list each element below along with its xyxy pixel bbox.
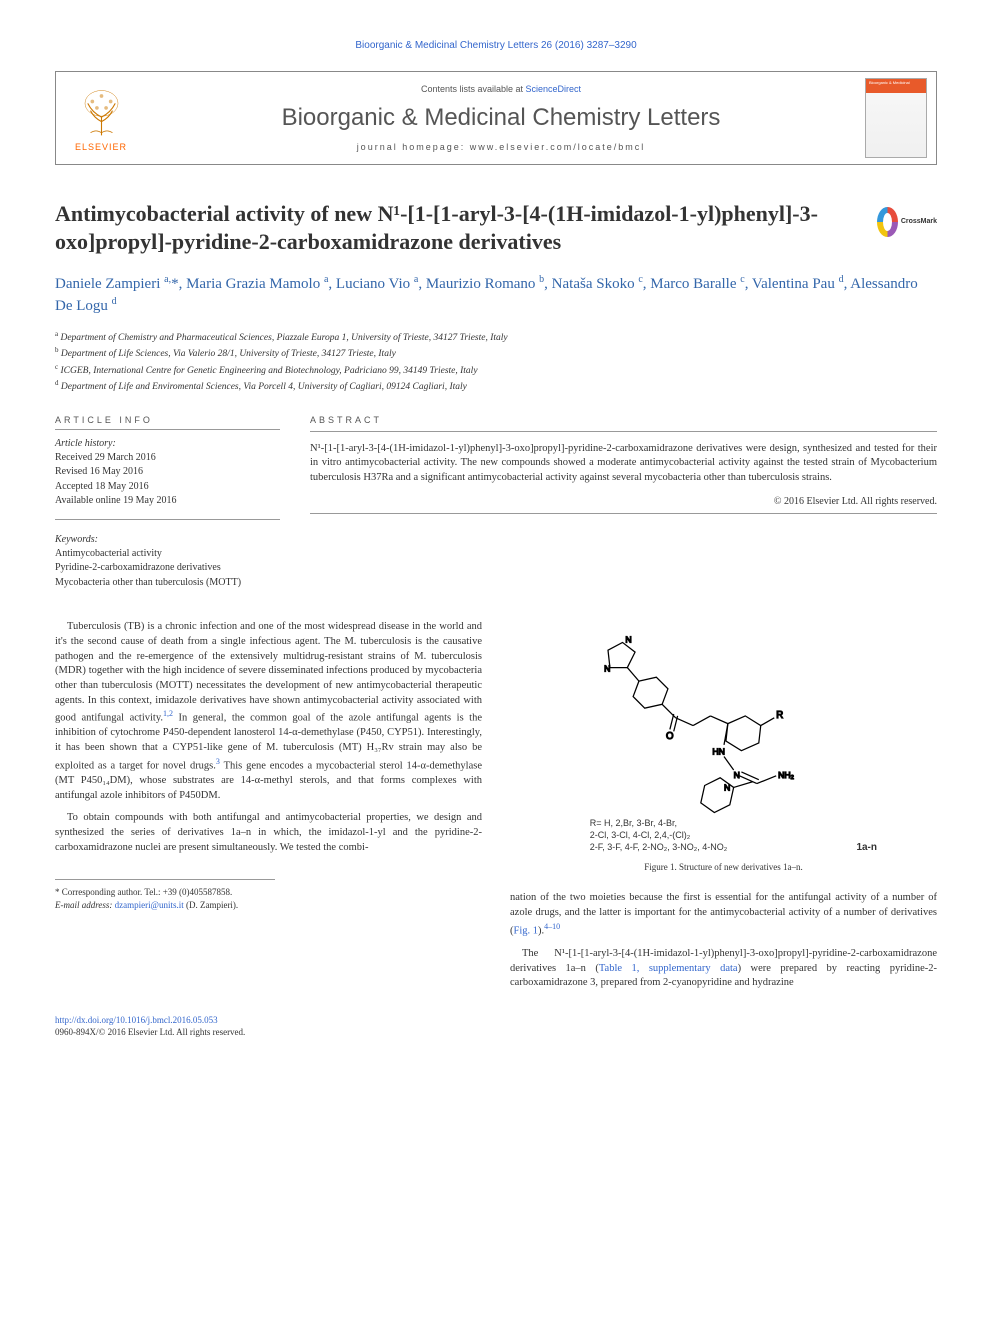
- r-legend-line: 2-F, 3-F, 4-F, 2-NO₂, 3-NO₂, 4-NO₂: [590, 842, 728, 854]
- history-item: Received 29 March 2016: [55, 451, 280, 466]
- svg-text:N: N: [604, 664, 610, 674]
- abstract-text: N¹-[1-[1-aryl-3-[4-(1H-imidazol-1-yl)phe…: [310, 442, 937, 486]
- svg-text:N: N: [733, 770, 739, 780]
- email-author-name: (D. Zampieri).: [186, 900, 238, 910]
- journal-homepage-line: journal homepage: www.elsevier.com/locat…: [156, 142, 846, 152]
- table-link[interactable]: Table 1, supplementary data: [599, 963, 738, 974]
- svg-text:R: R: [776, 710, 783, 721]
- keywords-label: Keywords:: [55, 534, 280, 545]
- article-title-text: Antimycobacterial activity of new N¹-[1-…: [55, 201, 818, 254]
- svg-text:NH₂: NH₂: [778, 770, 794, 780]
- contents-available-line: Contents lists available at ScienceDirec…: [156, 84, 846, 94]
- abstract-copyright: © 2016 Elsevier Ltd. All rights reserved…: [310, 496, 937, 507]
- article-info-label: ARTICLE INFO: [55, 415, 280, 425]
- article-title: Antimycobacterial activity of new N¹-[1-…: [55, 200, 937, 255]
- divider: [310, 513, 937, 514]
- crossmark-icon: [877, 207, 898, 237]
- divider: [55, 519, 280, 520]
- article-history-label: Article history:: [55, 438, 280, 449]
- body-text: nation of the two moieties because the f…: [510, 892, 937, 936]
- cover-title-1: Bioorganic & Medicinal: [869, 81, 910, 85]
- body-paragraph: To obtain compounds with both antifungal…: [55, 811, 482, 855]
- affiliations-list: a Department of Chemistry and Pharmaceut…: [55, 329, 937, 395]
- reference-link[interactable]: 1,2: [163, 709, 173, 718]
- affiliation-line: d Department of Life and Enviromental Sc…: [55, 378, 937, 394]
- history-item: Available online 19 May 2016: [55, 494, 280, 509]
- abstract-label: ABSTRACT: [310, 415, 937, 425]
- divider: [310, 431, 937, 432]
- elsevier-logo: ELSEVIER: [56, 72, 146, 164]
- body-left-column: Tuberculosis (TB) is a chronic infection…: [55, 620, 482, 999]
- figure-1-caption: Figure 1. Structure of new derivatives 1…: [510, 861, 937, 874]
- r-legend-line: R= H, 2,Br, 3-Br, 4-Br,: [590, 818, 728, 830]
- crossmark-label: CrossMark: [901, 218, 937, 227]
- chemical-structure-icon: N N O: [579, 620, 869, 835]
- svg-text:HN: HN: [712, 747, 725, 757]
- journal-header: ELSEVIER Contents lists available at Sci…: [55, 71, 937, 165]
- crossmark-badge[interactable]: CrossMark: [877, 205, 937, 239]
- figure-1: N N O: [510, 620, 937, 873]
- footer-copyright: 0960-894X/© 2016 Elsevier Ltd. All right…: [55, 1027, 937, 1037]
- corresponding-text: Corresponding author. Tel.: +39 (0)40558…: [62, 887, 233, 897]
- divider: [55, 429, 280, 430]
- svg-text:N: N: [724, 782, 730, 792]
- keyword-item: Pyridine-2-carboxamidrazone derivatives: [55, 561, 280, 576]
- affiliation-line: b Department of Life Sciences, Via Valer…: [55, 345, 937, 361]
- journal-title: Bioorganic & Medicinal Chemistry Letters: [156, 104, 846, 132]
- affiliation-line: c ICGEB, International Centre for Geneti…: [55, 362, 937, 378]
- reference-link[interactable]: 4–10: [544, 922, 560, 931]
- corresponding-author-block: * Corresponding author. Tel.: +39 (0)405…: [55, 879, 275, 911]
- history-item: Revised 16 May 2016: [55, 465, 280, 480]
- body-paragraph: The N¹-[1-[1-aryl-3-[4-(1H-imidazol-1-yl…: [510, 947, 937, 991]
- affiliation-line: a Department of Chemistry and Pharmaceut…: [55, 329, 937, 345]
- journal-cover-thumbnail: Bioorganic & Medicinal: [865, 78, 927, 158]
- figure-r-legend: R= H, 2,Br, 3-Br, 4-Br, 2-Cl, 3-Cl, 4-Cl…: [590, 818, 728, 853]
- article-info-column: ARTICLE INFO Article history: Received 2…: [55, 415, 280, 591]
- body-paragraph: nation of the two moieties because the f…: [510, 891, 937, 939]
- sciencedirect-link[interactable]: ScienceDirect: [526, 84, 582, 94]
- body-paragraph: Tuberculosis (TB) is a chronic infection…: [55, 620, 482, 803]
- email-label: E-mail address:: [55, 900, 112, 910]
- elsevier-logo-text: ELSEVIER: [75, 142, 127, 152]
- keyword-item: Antimycobacterial activity: [55, 547, 280, 562]
- abstract-column: ABSTRACT N¹-[1-[1-aryl-3-[4-(1H-imidazol…: [310, 415, 937, 591]
- homepage-url[interactable]: www.elsevier.com/locate/bmcl: [470, 142, 646, 152]
- figure-link[interactable]: Fig. 1: [514, 925, 539, 936]
- history-item: Accepted 18 May 2016: [55, 480, 280, 495]
- homepage-prefix: journal homepage:: [357, 142, 470, 152]
- doi-link[interactable]: http://dx.doi.org/10.1016/j.bmcl.2016.05…: [55, 1015, 937, 1025]
- svg-text:O: O: [666, 731, 674, 742]
- authors-list: Daniele Zampieri a,*, Maria Grazia Mamol…: [55, 273, 937, 317]
- r-legend-line: 2-Cl, 3-Cl, 4-Cl, 2,4,-(Cl)₂: [590, 830, 728, 842]
- elsevier-tree-icon: [74, 85, 129, 140]
- corresponding-email-link[interactable]: dzampieri@units.it: [115, 900, 184, 910]
- contents-prefix: Contents lists available at: [421, 84, 526, 94]
- body-text: Tuberculosis (TB) is a chronic infection…: [55, 621, 482, 724]
- journal-cover-cell: Bioorganic & Medicinal: [856, 72, 936, 164]
- corresponding-marker: *: [55, 887, 60, 897]
- body-right-column: N N O: [510, 620, 937, 999]
- svg-text:N: N: [625, 635, 631, 645]
- citation-line: Bioorganic & Medicinal Chemistry Letters…: [55, 40, 937, 51]
- keyword-item: Mycobacteria other than tuberculosis (MO…: [55, 576, 280, 591]
